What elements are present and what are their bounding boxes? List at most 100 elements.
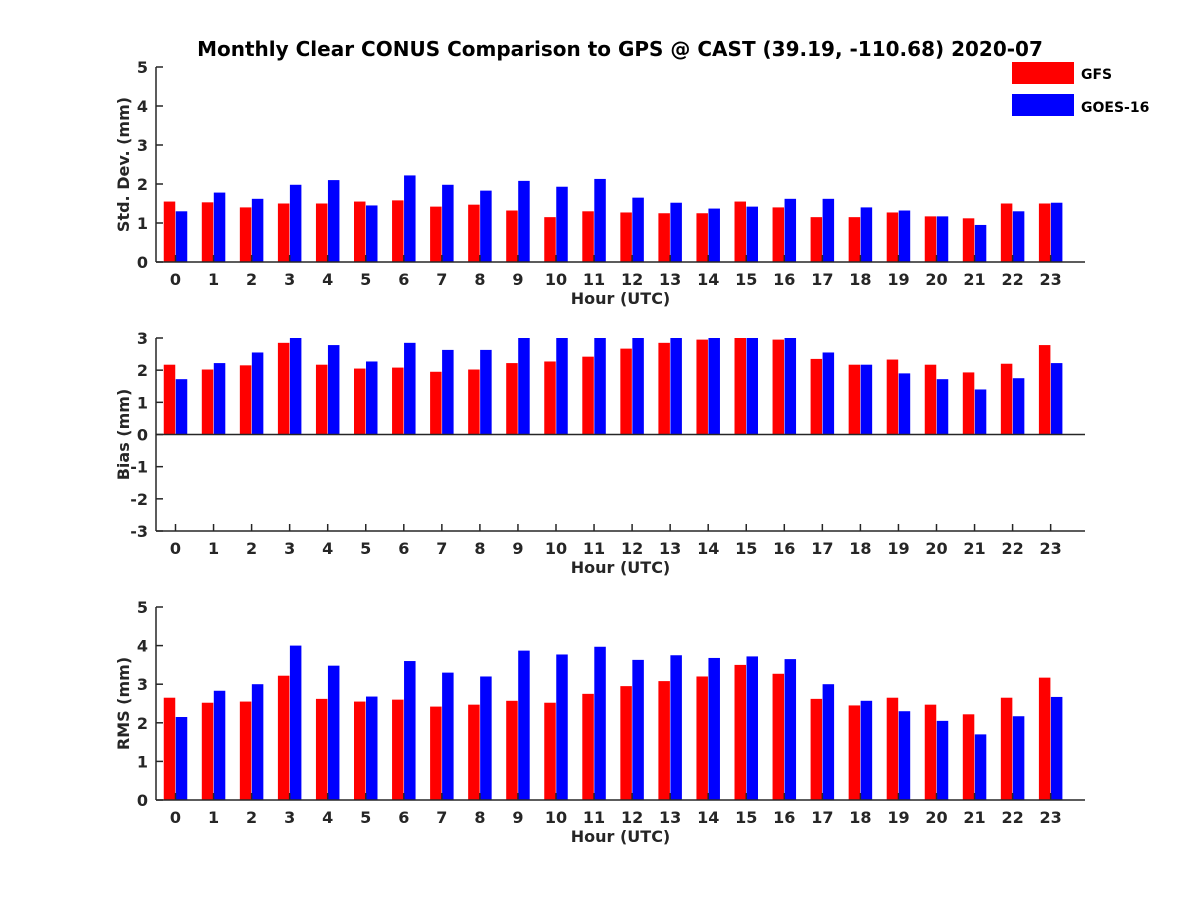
x-tick-label: 13 [659,808,681,827]
x-tick-label: 5 [360,539,371,558]
x-tick-label: 22 [1001,808,1023,827]
bar-gfs-12 [620,348,632,435]
x-tick-label: 23 [1040,808,1062,827]
bar-gfs-15 [734,338,746,435]
bar-gfs-5 [354,368,366,435]
bar-gfs-6 [392,200,404,262]
bar-gfs-7 [430,371,442,435]
bar-goes16-19 [898,210,911,262]
y-tick-label: 4 [137,637,148,656]
y-tick-label: 0 [137,791,148,810]
bar-gfs-19 [886,212,899,262]
bar-gfs-8 [468,369,480,435]
bar-goes16-6 [404,342,416,435]
bar-gfs-22 [1000,363,1013,435]
bar-goes16-23 [1050,363,1063,435]
x-tick-label: 18 [849,808,871,827]
x-tick-label: 13 [659,539,681,558]
bar-goes16-16 [784,198,797,262]
bar-gfs-10 [544,702,556,800]
x-tick-label: 4 [322,539,333,558]
x-tick-label: 8 [474,539,485,558]
x-tick-label: 9 [512,808,523,827]
x-tick-label: 2 [246,270,257,289]
x-axis-label: Hour (UTC) [571,558,671,577]
bar-gfs-9 [506,210,518,262]
bar-gfs-3 [277,342,290,435]
x-tick-label: 10 [545,539,567,558]
bar-gfs-17 [810,358,823,435]
bar-goes16-3 [289,645,302,800]
bar-goes16-6 [404,175,416,262]
bar-gfs-23 [1038,677,1051,800]
x-tick-label: 16 [773,270,795,289]
x-tick-label: 8 [474,270,485,289]
bar-goes16-22 [1012,211,1025,262]
bar-gfs-18 [848,705,861,800]
bar-gfs-4 [315,203,328,262]
x-tick-label: 5 [360,270,371,289]
bar-goes16-1 [213,192,226,262]
bar-gfs-11 [582,356,594,435]
bar-goes16-10 [556,338,568,435]
x-tick-label: 22 [1001,539,1023,558]
x-tick-label: 3 [284,808,295,827]
bar-goes16-21 [974,389,987,435]
bar-goes16-5 [366,696,378,800]
x-tick-label: 14 [697,270,719,289]
bar-gfs-2 [239,207,252,262]
x-tick-label: 17 [811,539,833,558]
x-tick-label: 5 [360,808,371,827]
bar-goes16-14 [708,657,720,800]
bar-gfs-14 [696,339,708,435]
x-tick-label: 6 [398,270,409,289]
y-tick-label: 3 [137,675,148,694]
y-tick-label: -2 [130,490,148,509]
x-axis-label: Hour (UTC) [571,827,671,846]
bar-goes16-1 [213,690,226,800]
bar-goes16-3 [289,184,302,262]
bar-gfs-12 [620,212,632,262]
bar-gfs-18 [848,364,861,435]
y-axis-label: Bias (mm) [114,389,133,481]
bar-gfs-21 [962,714,975,800]
bar-gfs-22 [1000,203,1013,262]
bar-goes16-13 [670,202,682,262]
bar-goes16-9 [518,338,530,435]
bar-gfs-0 [163,201,176,262]
bar-goes16-15 [746,338,758,435]
x-tick-label: 23 [1040,270,1062,289]
bar-gfs-16 [772,673,785,800]
x-tick-label: 15 [735,808,757,827]
bar-goes16-21 [974,224,987,262]
bar-gfs-20 [924,216,937,262]
bar-goes16-0 [175,717,188,800]
bar-gfs-18 [848,217,861,262]
y-tick-label: 5 [137,598,148,617]
x-axis-label: Hour (UTC) [571,289,671,308]
bar-gfs-5 [354,701,366,800]
legend-label-goes16: GOES-16 [1081,100,1149,116]
bar-gfs-11 [582,693,594,800]
bar-gfs-15 [734,664,746,800]
x-tick-label: 2 [246,539,257,558]
bar-goes16-21 [974,734,987,800]
bar-goes16-12 [632,197,644,262]
x-tick-label: 15 [735,270,757,289]
x-tick-label: 4 [322,270,333,289]
legend-swatch-goes16 [1012,94,1074,116]
bar-goes16-2 [251,198,264,262]
x-tick-label: 21 [963,808,985,827]
bar-goes16-16 [784,659,797,800]
bar-gfs-17 [810,698,823,800]
bar-goes16-7 [442,184,454,262]
bar-gfs-3 [277,675,290,800]
y-tick-label: 1 [137,393,148,412]
bar-gfs-20 [924,704,937,800]
x-tick-label: 15 [735,539,757,558]
x-tick-label: 11 [583,539,605,558]
bar-goes16-13 [670,338,682,435]
bar-gfs-14 [696,213,708,262]
x-tick-label: 6 [398,539,409,558]
bar-gfs-1 [201,369,214,435]
